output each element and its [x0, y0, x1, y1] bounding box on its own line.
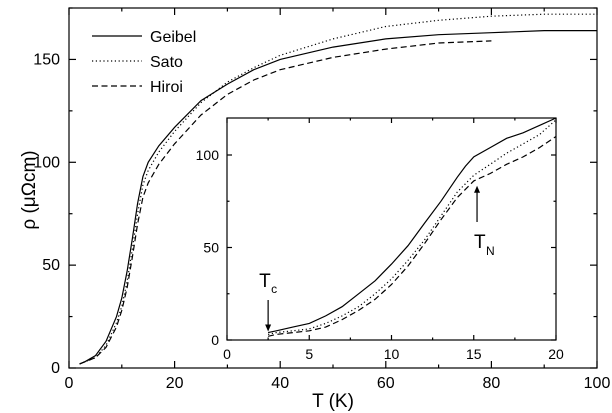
tc-label: T [259, 271, 271, 292]
x-tick-label: 20 [548, 346, 564, 362]
x-tick-label: 60 [377, 375, 395, 392]
legend: Geibel Sato Hiroi [92, 29, 196, 96]
legend-entry: Sato [150, 54, 183, 71]
tc-arrow-head [265, 324, 272, 332]
tc-label-sub: c [271, 282, 277, 296]
legend-entry: Geibel [150, 29, 196, 46]
x-tick-label: 80 [483, 375, 501, 392]
tn-label-sub: N [486, 244, 495, 258]
x-tick-label: 40 [271, 375, 289, 392]
x-axis-label: T (K) [312, 391, 354, 412]
series-line-hiroi [267, 136, 557, 337]
x-tick-label: 0 [223, 346, 231, 362]
series-line-hiroi [79, 40, 492, 365]
tn-arrow-head [474, 185, 481, 193]
series-line-geibel [79, 30, 597, 365]
series-line-sato [79, 13, 597, 365]
x-tick-label: 100 [584, 375, 611, 392]
y-tick-label: 150 [33, 51, 60, 68]
y-tick-label: 50 [203, 240, 219, 256]
series-line-geibel [267, 117, 557, 334]
series-line-sato [267, 119, 557, 335]
x-tick-label: 10 [384, 346, 400, 362]
x-tick-label: 5 [305, 346, 313, 362]
y-tick-label: 0 [211, 332, 219, 348]
y-tick-label: 0 [51, 360, 60, 377]
y-axis-label: ρ (μΩcm) [19, 150, 40, 229]
x-tick-label: 20 [166, 375, 184, 392]
y-tick-label: 50 [42, 257, 60, 274]
y-tick-label: 100 [196, 147, 220, 163]
tn-label: T [474, 232, 486, 253]
x-tick-label: 15 [466, 346, 482, 362]
axis-labels: T (K) ρ (μΩcm) [19, 150, 354, 412]
x-tick-label: 0 [65, 375, 74, 392]
inset-background [227, 118, 556, 340]
legend-entry: Hiroi [150, 79, 183, 96]
y-tick-label: 100 [33, 154, 60, 171]
